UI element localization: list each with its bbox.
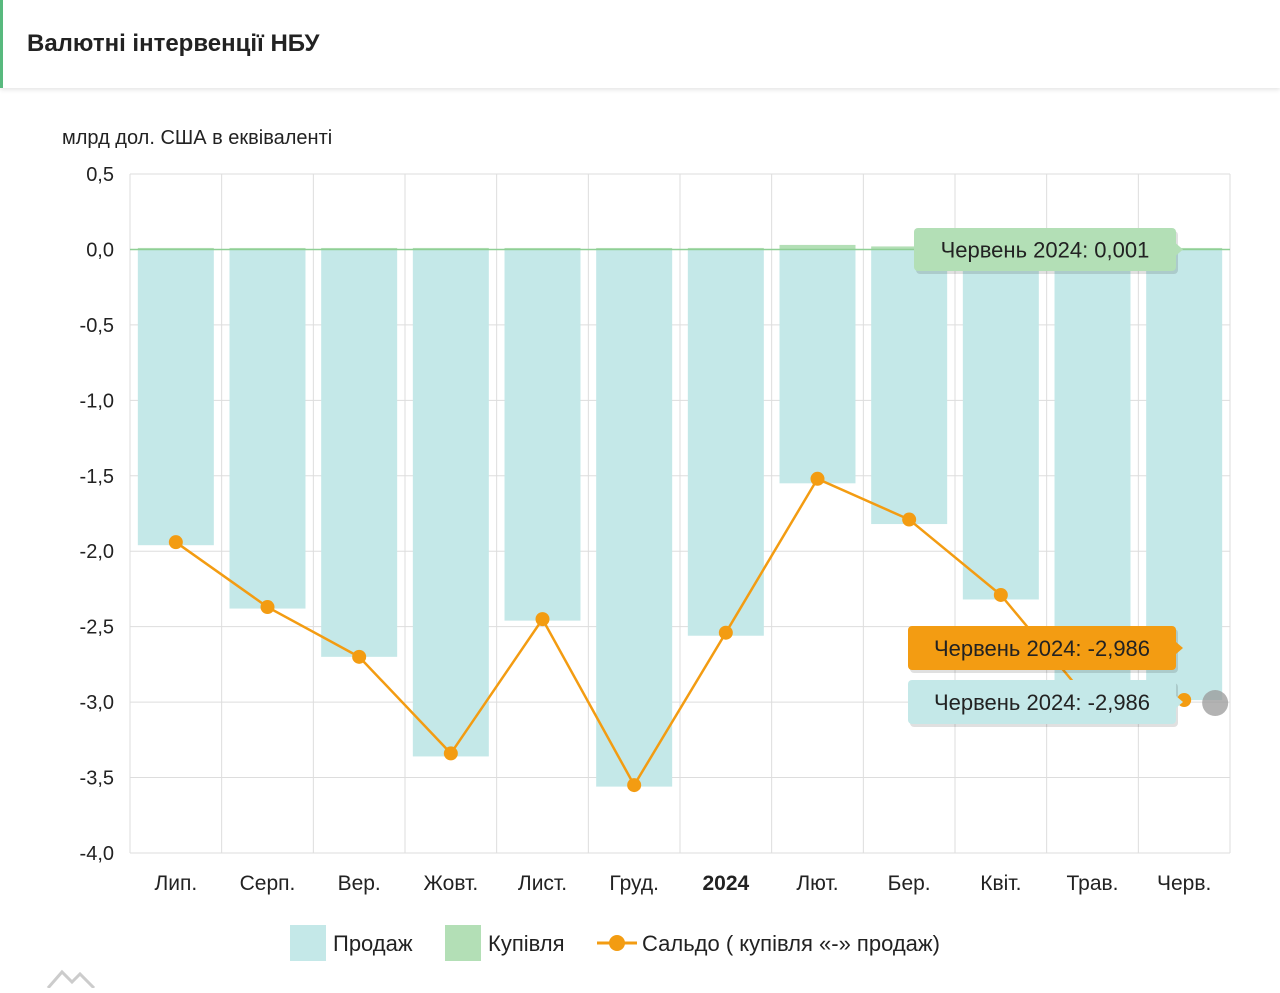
tooltip-label: Червень 2024: 0,001	[941, 238, 1150, 263]
bar-sale[interactable]	[229, 249, 306, 609]
y-tick-label: -1,0	[80, 390, 114, 412]
bar-sale[interactable]	[412, 249, 489, 757]
x-tick-label: Лип.	[154, 872, 197, 895]
tooltip-pointer	[1176, 642, 1183, 654]
balance-point[interactable]	[443, 746, 458, 761]
bar-purchase[interactable]	[779, 244, 856, 250]
y-tick-label: -0,5	[80, 315, 114, 337]
bar-purchase[interactable]	[137, 247, 214, 250]
x-tick-label: Черв.	[1157, 872, 1211, 895]
bar-sale[interactable]	[687, 249, 764, 636]
x-tick-label: Квіт.	[980, 872, 1021, 895]
tooltip-label: Червень 2024: -2,986	[934, 690, 1150, 715]
balance-point[interactable]	[902, 512, 917, 527]
bar-purchase[interactable]	[871, 246, 948, 250]
balance-point[interactable]	[718, 625, 733, 640]
bar-sale[interactable]	[1146, 249, 1223, 701]
balance-point[interactable]	[810, 471, 825, 486]
hover-marker	[1202, 689, 1229, 716]
x-tick-label: Вер.	[338, 872, 381, 895]
x-tick-label: Серп.	[240, 872, 296, 895]
tooltip-box	[914, 228, 1176, 271]
balance-point[interactable]	[168, 535, 183, 550]
x-tick-label: 2024	[702, 872, 749, 895]
y-tick-label: -2,0	[80, 541, 114, 563]
bar-sale[interactable]	[137, 249, 214, 546]
legend-marker-balance	[609, 935, 625, 951]
legend-swatch-purchase	[445, 925, 481, 961]
x-tick-label: Лют.	[796, 872, 838, 895]
balance-point[interactable]	[260, 600, 275, 615]
x-tick-label: Жовт.	[424, 872, 479, 895]
tooltip-box	[908, 680, 1176, 724]
bar-sale[interactable]	[596, 249, 673, 787]
tooltip-pointer	[1176, 243, 1183, 256]
bar-sale[interactable]	[779, 249, 856, 484]
y-tick-label: -2,5	[80, 617, 114, 639]
x-tick-label: Груд.	[609, 872, 659, 895]
bar-sale[interactable]	[504, 249, 581, 621]
bar-sale[interactable]	[321, 249, 398, 657]
chart-container: млрд дол. США в еквіваленті 0,5 0,0 -0,5 -1,…	[0, 90, 1280, 988]
y-tick-label: -1,5	[80, 466, 114, 488]
legend-label-sale: Продаж	[333, 931, 413, 956]
balance-point[interactable]	[993, 587, 1008, 602]
balance-line	[175, 477, 1185, 788]
logo-icon	[46, 969, 96, 988]
x-tick-label: Бер.	[888, 872, 931, 895]
page-title: Валютні інтервенції НБУ	[27, 30, 320, 57]
chart: млрд дол. США в еквіваленті 0,5 0,0 -0,5 -1,…	[62, 127, 1231, 961]
tooltip-box	[908, 626, 1176, 670]
x-tick-label: Лист.	[518, 872, 567, 895]
bar-sale[interactable]	[962, 249, 1039, 600]
legend-swatch-sale	[290, 925, 326, 961]
tooltip-pointer	[1176, 696, 1183, 708]
y-tick-label: -4,0	[80, 843, 114, 865]
y-axis-label: млрд дол. США в еквіваленті	[62, 127, 332, 149]
bar-purchase[interactable]	[687, 247, 764, 250]
y-tick-label: 0,5	[86, 164, 114, 186]
legend-label-balance: Сальдо ( купівля «-» продаж)	[642, 931, 940, 956]
header-bar: Валютні інтервенції НБУ	[0, 0, 1280, 88]
y-tick-label: 0,0	[86, 239, 114, 261]
bar-sale[interactable]	[871, 249, 948, 525]
bar-purchase[interactable]	[412, 247, 489, 250]
y-tick-label: -3,5	[80, 768, 114, 790]
tooltip-label: Червень 2024: -2,986	[934, 636, 1150, 661]
legend-label-purchase: Купівля	[488, 931, 565, 956]
balance-point[interactable]	[352, 649, 367, 664]
balance-point[interactable]	[627, 778, 642, 793]
x-tick-label: Трав.	[1067, 872, 1119, 895]
balance-point[interactable]	[535, 612, 550, 627]
y-tick-label: -3,0	[80, 692, 114, 714]
